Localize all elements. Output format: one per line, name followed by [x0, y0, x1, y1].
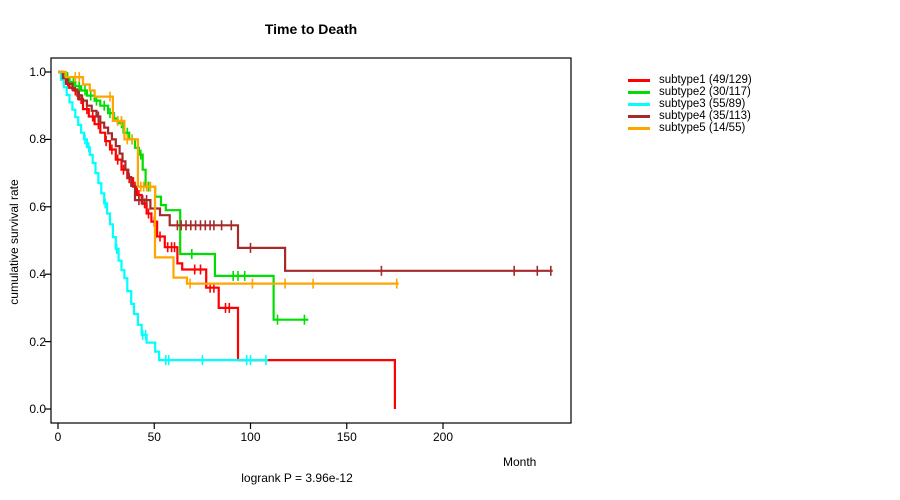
- y-tick-label-1.0: 1.0: [29, 65, 46, 79]
- plot-frame: [50, 57, 572, 424]
- legend-item-subtype2: subtype2 (30/117): [628, 86, 752, 98]
- survival-curve-subtype1: [58, 70, 396, 409]
- y-tick-label-0.8: 0.8: [29, 132, 46, 147]
- legend-line-subtype3: [628, 102, 650, 106]
- x-tick-label-100: 100: [240, 430, 261, 444]
- legend-label-subtype1: subtype1 (49/129): [659, 74, 752, 86]
- survival-curve-subtype5: [58, 70, 399, 285]
- legend-line-subtype1: [628, 78, 650, 82]
- x-axis-title: Month: [503, 455, 537, 469]
- censor-marks-subtype3: [84, 134, 267, 366]
- censor-marks-subtype1: [66, 78, 231, 313]
- survival-curve-subtype2: [58, 70, 309, 321]
- x-tick-label-50: 50: [147, 430, 161, 444]
- x-tick-label-0: 0: [54, 430, 62, 444]
- legend-item-subtype5: subtype5 (14/55): [628, 122, 752, 134]
- legend-label-subtype2: subtype2 (30/117): [659, 86, 751, 98]
- legend-line-subtype5: [628, 126, 650, 130]
- x-tick-label-150: 150: [336, 430, 357, 444]
- legend: subtype1 (49/129) subtype2 (30/117) subtyp…: [628, 74, 752, 134]
- legend-label-subtype3: subtype3 (55/89): [659, 98, 746, 110]
- chart-title: Time to Death: [264, 21, 358, 37]
- legend-item-subtype4: subtype4 (35/113): [628, 110, 752, 122]
- y-tick-label-0.6: 0.6: [29, 199, 46, 214]
- legend-line-subtype2: [628, 90, 650, 94]
- survival-curve-subtype4: [58, 70, 553, 272]
- survival-curve-subtype3: [58, 70, 268, 362]
- legend-line-subtype4: [628, 114, 650, 118]
- censor-marks-subtype4: [78, 90, 552, 276]
- legend-item-subtype1: subtype1 (49/129): [628, 74, 752, 86]
- y-tick-label-0.4: 0.4: [29, 267, 46, 282]
- legend-item-subtype3: subtype3 (55/89): [628, 98, 752, 110]
- legend-label-subtype5: subtype5 (14/55): [659, 122, 746, 134]
- censor-marks-subtype5: [74, 72, 398, 289]
- y-tick-label-0.2: 0.2: [29, 334, 46, 349]
- legend-label-subtype4: subtype4 (35/113): [659, 110, 751, 122]
- logrank-annotation: logrank P = 3.96e-12: [241, 471, 353, 485]
- y-tick-label-0.0: 0.0: [29, 402, 46, 416]
- x-tick-label-200: 200: [432, 430, 454, 444]
